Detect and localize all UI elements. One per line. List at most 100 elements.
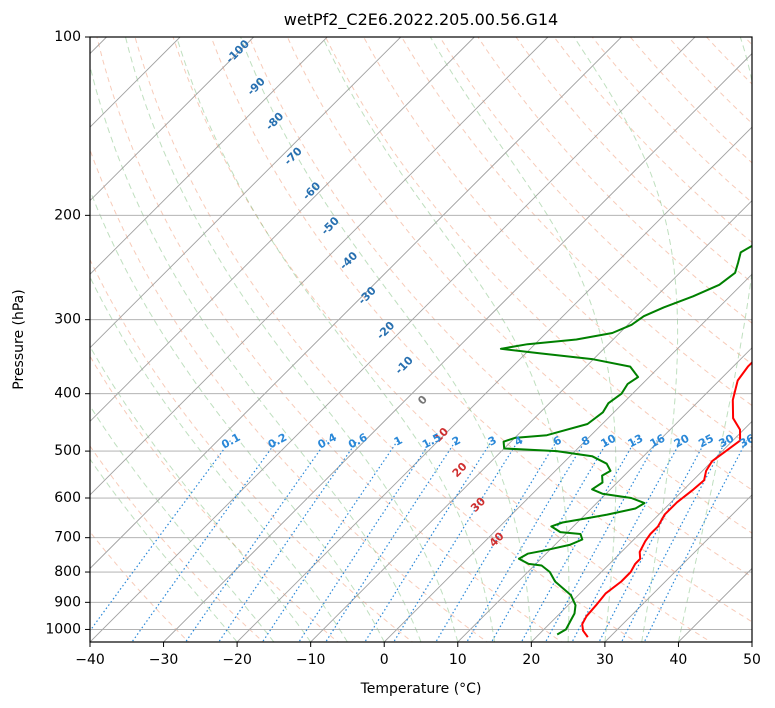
mixing-ratio-label: 1 (392, 434, 405, 449)
dry-adiabat-line (286, 37, 752, 534)
mixing-ratio-line (520, 440, 636, 642)
dry-adiabat-label: -50 (319, 214, 342, 237)
mixing-ratio-line (184, 440, 328, 642)
dry-adiabat-line (324, 37, 752, 491)
x-tick-label: 30 (596, 652, 614, 668)
dry-adiabat-label: 40 (487, 529, 507, 549)
moist-adiabat-line (429, 37, 617, 642)
dry-adiabat-line (439, 37, 752, 365)
y-tick-label: 300 (54, 312, 81, 328)
mixing-ratio-line (598, 440, 707, 642)
mixing-ratio-label: 20 (672, 432, 692, 451)
y-tick-label: 200 (54, 207, 81, 223)
mixing-ratio-line (131, 440, 278, 642)
mixing-ratio-line (643, 440, 748, 642)
isotherm-line (90, 37, 328, 275)
dewpoint-profile-line (499, 244, 752, 636)
moist-adiabat-line (90, 458, 238, 642)
dry-adiabat-label: 30 (468, 494, 488, 514)
mixing-ratio-line (298, 440, 432, 642)
dry-adiabat-line (705, 37, 752, 85)
dry-adiabat-line (401, 37, 752, 407)
mixing-ratio-line (571, 440, 682, 642)
mixing-ratio-label: 0.6 (346, 431, 370, 452)
x-tick-label: −20 (222, 652, 252, 668)
mixing-ratio-line (466, 440, 586, 642)
y-tick-label: 500 (54, 443, 81, 459)
y-axis-title: Pressure (hPa) (11, 289, 27, 389)
moist-adiabat-line (677, 37, 752, 642)
y-tick-label: 800 (54, 564, 81, 580)
mixing-ratio-line (544, 440, 658, 642)
y-tick-label: 400 (54, 386, 81, 402)
x-tick-label: 10 (449, 652, 467, 668)
y-tick-label: 1000 (45, 621, 81, 637)
mixing-ratio-line (435, 440, 558, 642)
dry-adiabat-line (743, 37, 752, 46)
isotherm-line (236, 126, 752, 642)
x-tick-label: −40 (75, 652, 105, 668)
dry-adiabat-label: -100 (223, 37, 252, 66)
x-tick-label: −10 (296, 652, 326, 668)
isotherm-line (90, 37, 622, 570)
mixing-ratio-line (324, 440, 457, 642)
moist-adiabat-line (90, 188, 385, 642)
dry-adiabat-label: -30 (356, 284, 379, 307)
moist-adiabat-line (90, 345, 312, 642)
x-tick-label: 20 (522, 652, 540, 668)
x-axis-title: Temperature (°C) (360, 681, 482, 697)
dry-adiabat-line (667, 37, 752, 125)
moist-adiabat-line (240, 37, 532, 642)
mixing-ratio-line (393, 440, 519, 642)
dry-adiabat-label: -80 (263, 109, 286, 132)
mixing-ratio-line (261, 440, 399, 642)
mixing-ratio-line (364, 440, 493, 642)
dry-adiabat-line (90, 445, 264, 642)
isotherm-line (678, 567, 752, 642)
isotherm-line (457, 347, 752, 642)
isotherm-line (751, 641, 752, 642)
isotherm-line (90, 37, 402, 349)
y-tick-label: 100 (54, 29, 81, 45)
dry-adiabat-label: -60 (300, 179, 323, 202)
dry-adiabat-label: -10 (393, 353, 416, 376)
plot-border (89, 36, 753, 643)
mixing-ratio-label: 36 (737, 432, 757, 451)
isotherm-line (90, 37, 549, 496)
moist-adiabat-line (90, 275, 348, 642)
mixing-ratio-label: 3 (486, 434, 499, 449)
x-tick-label: 40 (670, 652, 688, 668)
dry-adiabat-line (96, 37, 563, 642)
mixing-ratio-line (491, 440, 609, 642)
mixing-ratio-label: 30 (717, 432, 737, 451)
x-tick-label: −30 (149, 652, 179, 668)
dry-adiabat-line (363, 37, 752, 449)
mixing-ratio-label: 0.1 (219, 431, 242, 452)
dry-adiabat-line (770, 24, 775, 645)
x-tick-label: 0 (380, 652, 389, 668)
isotherm-line (90, 37, 475, 422)
isotherm-line (383, 273, 752, 642)
chart-title: wetPf2_C2E6.2022.205.00.56.G14 (284, 10, 558, 30)
mixing-ratio-label: 10 (599, 432, 619, 451)
mixing-ratio-line (90, 440, 231, 632)
axis-ticks: −40 −30 −20 −10 0 10 20 30 40 50 100 200 300 400 500 60… (45, 29, 761, 668)
moist-adiabat-line (176, 37, 496, 642)
mixing-ratio-label: 2 (450, 434, 463, 449)
dry-adiabat-line (90, 258, 414, 642)
axes-frame (89, 36, 753, 643)
dry-adiabat-line (248, 37, 752, 578)
dry-adiabat-label: 20 (450, 460, 470, 480)
plot-area: -100-90-80-70-60-50-40-30-20-10010203040… (90, 24, 775, 645)
isotherm-line (90, 37, 696, 642)
y-tick-label: 600 (54, 490, 81, 506)
isotherm-line (163, 52, 752, 642)
y-tick-label: 900 (54, 594, 81, 610)
mixing-ratio-label: 16 (648, 432, 668, 451)
mixing-ratio-label: 0.2 (266, 431, 289, 452)
moist-adiabat-line (125, 37, 459, 642)
isotherm-line (531, 420, 752, 642)
mixing-ratio-line (620, 440, 727, 642)
x-tick-label: 50 (743, 652, 761, 668)
moist-adiabat-line (573, 37, 679, 642)
